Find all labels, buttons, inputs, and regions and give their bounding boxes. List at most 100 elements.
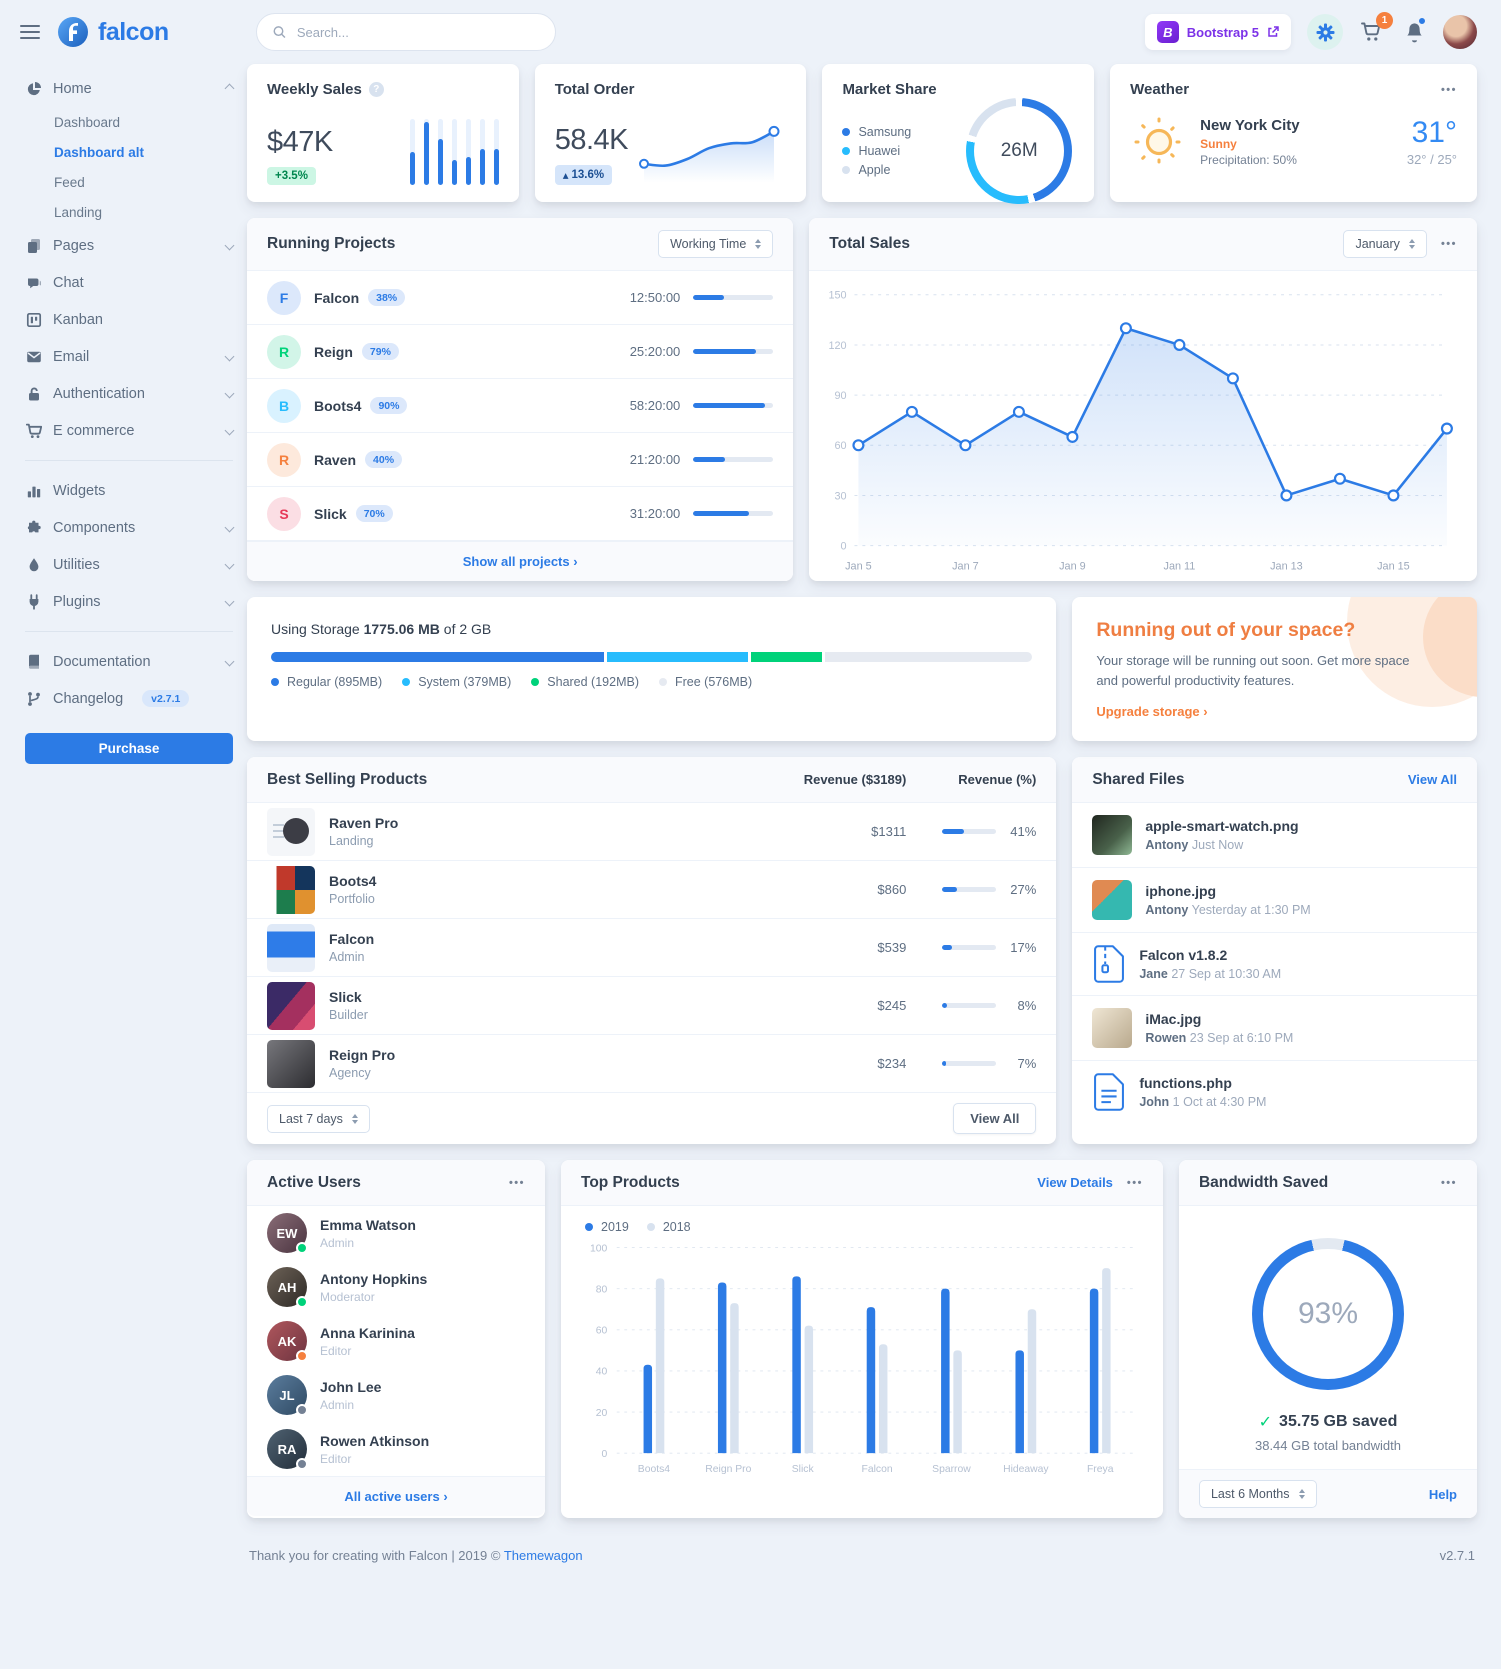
top-products-menu-button[interactable]: ••• (1126, 1176, 1143, 1189)
user-name[interactable]: John Lee (320, 1378, 382, 1395)
active-user-item: JL John Lee Admin (247, 1368, 545, 1422)
sidebar-item-utilities[interactable]: Utilities (25, 546, 235, 583)
working-time-select[interactable]: Working Time (658, 230, 774, 258)
file-author: Rowen (1145, 1031, 1187, 1046)
search-bar[interactable] (256, 13, 556, 51)
total-sales-title: Total Sales (829, 235, 910, 252)
active-users-card: Active Users ••• EW Emma Watson Admin AH… (247, 1160, 545, 1519)
total-order-card: Total Order 58.4K ▴ 13.6% (534, 64, 807, 202)
project-name[interactable]: Boots4 (314, 397, 362, 414)
file-name[interactable]: functions.php (1139, 1075, 1232, 1092)
notifications-button[interactable] (1401, 16, 1427, 45)
falcon-logo-icon (58, 17, 88, 47)
chevron-down-icon (224, 388, 235, 399)
product-revenue: $860 (877, 882, 907, 898)
active-user-item: AK Anna Karinina Editor (247, 1314, 545, 1368)
project-row: R Reign 79% 25:20:00 (247, 325, 794, 379)
project-name[interactable]: Reign (314, 343, 353, 360)
user-name[interactable]: Antony Hopkins (320, 1270, 428, 1287)
user-role: Admin (320, 1235, 355, 1250)
user-name[interactable]: Rowen Atkinson (320, 1432, 430, 1449)
user-avatar[interactable] (1443, 15, 1477, 49)
project-time: 12:50:00 (629, 290, 681, 305)
sidebar-item-widgets[interactable]: Widgets (25, 472, 233, 509)
sidebar-item-kanban[interactable]: Kanban (25, 301, 233, 338)
sidebar-item-feed[interactable]: Feed (54, 174, 85, 190)
gear-icon (1316, 23, 1334, 41)
svg-text:Freya: Freya (1087, 1464, 1114, 1475)
sidebar-item-chat[interactable]: Chat (25, 264, 233, 301)
chevron-up-icon (224, 83, 235, 94)
sidebar-item-authentication[interactable]: Authentication (25, 375, 235, 412)
user-avatar: AH (267, 1267, 308, 1309)
sidebar-item-components[interactable]: Components (25, 509, 235, 546)
falcon-logo[interactable]: falcon (56, 15, 246, 49)
running-projects-card: Running Projects Working Time F Falcon 3… (247, 218, 794, 581)
user-name[interactable]: Anna Karinina (320, 1324, 415, 1341)
sidebar-item-dashboard[interactable]: Dashboard (54, 114, 121, 130)
product-name[interactable]: Falcon (329, 931, 375, 948)
upgrade-storage-link[interactable]: Upgrade storage › (1096, 704, 1208, 720)
total-order-title: Total Order (554, 81, 635, 98)
help-link[interactable]: Help (1428, 1486, 1457, 1502)
product-name[interactable]: Boots4 (329, 873, 377, 890)
sidebar-item-email[interactable]: Email (25, 338, 235, 375)
sidebar-item-changelog[interactable]: Changelog v2.7.1 (25, 680, 233, 717)
user-role: Editor (320, 1451, 352, 1466)
legend-item: Shared (192MB) (531, 675, 639, 689)
sidebar-item-dashboard-alt[interactable]: Dashboard alt (54, 144, 145, 160)
project-name[interactable]: Raven (314, 451, 357, 468)
project-time: 21:20:00 (629, 452, 681, 467)
last-6-months-select[interactable]: Last 6 Months (1198, 1480, 1317, 1509)
settings-button[interactable] (1307, 14, 1343, 50)
total-sales-menu-button[interactable]: ••• (1440, 238, 1457, 250)
show-all-projects-link[interactable]: Show all projects › (247, 541, 794, 581)
active-users-menu-button[interactable]: ••• (508, 1176, 525, 1189)
user-name[interactable]: Emma Watson (320, 1216, 416, 1233)
file-name[interactable]: iMac.jpg (1145, 1011, 1202, 1028)
project-row: R Raven 40% 21:20:00 (247, 433, 794, 487)
market-share-legend: Samsung Huawei Apple (842, 125, 911, 177)
revenue-column-header: Revenue ($3189) (803, 772, 907, 788)
product-name[interactable]: Raven Pro (329, 815, 399, 832)
file-name[interactable]: apple-smart-watch.png (1145, 818, 1299, 835)
project-name[interactable]: Slick (314, 505, 347, 522)
product-revenue: $245 (877, 998, 907, 1014)
product-name[interactable]: Reign Pro (329, 1047, 396, 1064)
sidebar-item-e-commerce[interactable]: E commerce (25, 412, 235, 449)
user-role: Editor (320, 1343, 352, 1358)
shared-files-view-all-link[interactable]: View All (1407, 772, 1457, 788)
chart-pie-icon (25, 81, 42, 97)
all-active-users-link[interactable]: All active users › (247, 1476, 545, 1517)
bootstrap5-badge[interactable]: B Bootstrap 5 (1144, 14, 1291, 50)
hamburger-menu-icon[interactable] (20, 25, 40, 39)
view-details-link[interactable]: View Details (1037, 1175, 1113, 1191)
sidebar-item-pages[interactable]: Pages (25, 227, 235, 264)
file-name[interactable]: Falcon v1.8.2 (1139, 947, 1228, 964)
cart-button[interactable]: 1 (1359, 12, 1393, 45)
month-select[interactable]: January (1343, 230, 1427, 258)
chevron-down-icon (224, 240, 235, 251)
sidebar-item-landing[interactable]: Landing (54, 204, 103, 220)
footer-thanks: Thank you for creating with Falcon | 201… (249, 1548, 583, 1564)
view-all-button[interactable]: View All (953, 1103, 1037, 1135)
search-input[interactable] (294, 23, 539, 41)
help-icon[interactable]: ? (368, 82, 384, 97)
sidebar-item-documentation[interactable]: Documentation (25, 643, 235, 680)
weekly-sales-value: $47K (267, 126, 333, 158)
sidebar-item-home[interactable]: Home (25, 70, 235, 107)
themewagon-link[interactable]: Themewagon (503, 1548, 583, 1564)
active-users-title: Active Users (267, 1173, 361, 1191)
project-letter-avatar: B (267, 388, 301, 423)
svg-text:90: 90 (835, 390, 847, 402)
project-name[interactable]: Falcon (314, 289, 360, 306)
file-name[interactable]: iphone.jpg (1145, 883, 1217, 900)
sidebar-item-plugins[interactable]: Plugins (25, 583, 235, 620)
purchase-button[interactable]: Purchase (25, 733, 233, 764)
last-7-days-select[interactable]: Last 7 days (267, 1104, 370, 1133)
product-name[interactable]: Slick (329, 989, 362, 1006)
bandwidth-menu-button[interactable]: ••• (1440, 1176, 1457, 1189)
legend-dot (271, 678, 279, 686)
weather-menu-button[interactable]: ••• (1440, 83, 1457, 96)
status-dot (296, 1242, 308, 1255)
